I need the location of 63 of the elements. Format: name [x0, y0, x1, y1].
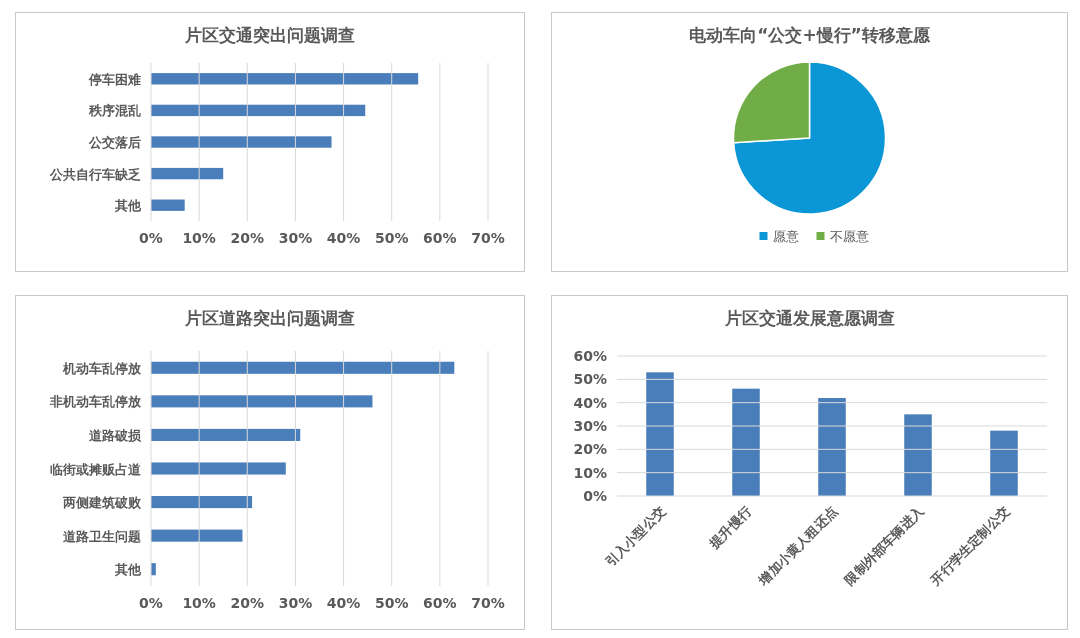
x-tick-label: 30% — [278, 230, 313, 246]
x-tick-label: 增加小黄人租还点 — [755, 503, 841, 589]
x-tick-label: 提升慢行 — [706, 503, 755, 552]
chart-title: 电动车向“公交+慢行”转移意愿 — [689, 25, 931, 45]
x-tick-label: 0% — [139, 595, 163, 611]
legend-label: 愿意 — [772, 229, 799, 244]
x-tick-label: 70% — [471, 595, 505, 611]
x-tick-label: 限制外部车辆进入 — [841, 502, 927, 588]
x-tick-label: 50% — [374, 230, 409, 246]
y-tick-label: 50% — [573, 371, 607, 388]
x-tick-label: 50% — [374, 595, 409, 611]
y-tick-label: 机动车乱停放 — [62, 360, 142, 376]
y-tick-label: 40% — [573, 394, 607, 411]
chart-title: 片区交通发展意愿调查 — [723, 308, 895, 328]
x-tick-label: 60% — [423, 230, 457, 246]
bar — [151, 496, 253, 509]
x-tick-label: 30% — [278, 595, 313, 611]
x-tick-label: 70% — [471, 230, 505, 246]
chart-title: 片区交通突出问题调查 — [184, 25, 355, 45]
y-tick-label: 0% — [583, 488, 607, 504]
y-tick-label: 道路破损 — [88, 427, 142, 443]
x-tick-label: 40% — [326, 595, 361, 611]
bar — [151, 361, 455, 374]
y-tick-label: 10% — [573, 464, 607, 481]
bar — [151, 199, 185, 211]
bar — [151, 136, 332, 148]
x-tick-label: 60% — [423, 595, 457, 611]
y-tick-label: 停车困难 — [88, 71, 141, 87]
bar — [151, 104, 366, 117]
bar — [646, 372, 674, 496]
y-tick-label: 非机动车乱停放 — [49, 394, 142, 410]
y-tick-label: 临街或摊贩占道 — [50, 461, 142, 477]
bar — [151, 428, 301, 441]
bar — [151, 167, 224, 180]
y-tick-label: 秩序混乱 — [88, 103, 141, 119]
x-tick-label: 10% — [182, 230, 216, 246]
x-tick-label: 10% — [182, 595, 216, 611]
y-tick-label: 两侧建筑破败 — [62, 495, 142, 511]
bar — [904, 414, 932, 496]
bar — [990, 430, 1018, 496]
y-tick-label: 公交落后 — [88, 135, 141, 150]
x-tick-label: 20% — [230, 230, 265, 246]
bar — [818, 398, 846, 496]
chart-title: 片区道路突出问题调查 — [184, 308, 355, 328]
bar — [151, 73, 419, 85]
x-tick-label: 开行学生定制公交 — [927, 503, 1013, 589]
x-tick-label: 20% — [230, 595, 265, 611]
bar — [151, 529, 243, 542]
y-tick-label: 其他 — [114, 562, 142, 578]
legend-label: 不愿意 — [829, 229, 869, 244]
bar — [151, 395, 373, 408]
y-tick-label: 30% — [573, 418, 607, 434]
y-tick-label: 其他 — [114, 198, 142, 214]
y-tick-label: 20% — [573, 441, 607, 458]
x-tick-label: 40% — [326, 230, 361, 246]
bar — [732, 388, 760, 496]
y-tick-label: 60% — [573, 348, 607, 364]
pie-slice — [732, 61, 887, 215]
x-tick-label: 引入小型公交 — [602, 503, 669, 570]
bar — [151, 462, 286, 475]
y-tick-label: 道路卫生问题 — [62, 528, 141, 544]
x-tick-label: 0% — [139, 230, 163, 246]
y-tick-label: 公共自行车缺乏 — [49, 166, 141, 182]
